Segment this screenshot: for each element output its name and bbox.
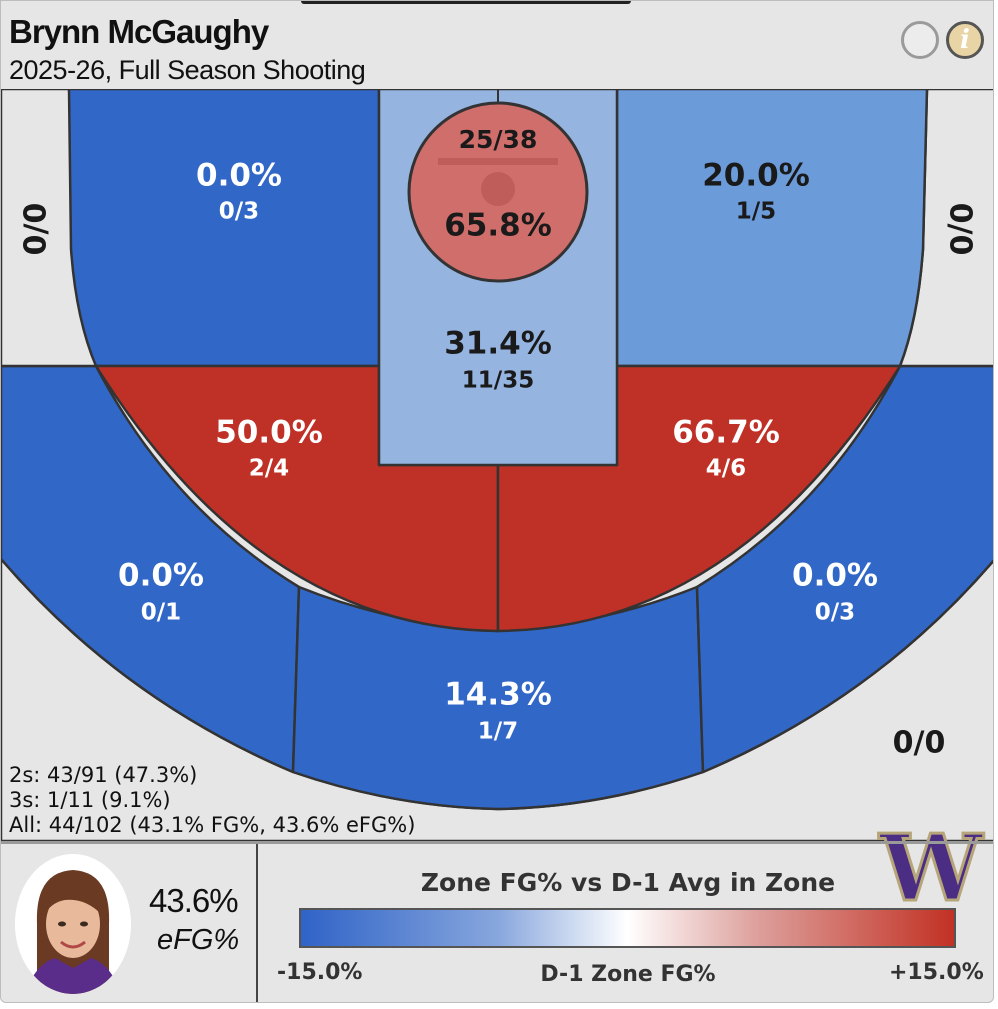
zone-label-backcourt: 0/0 [893, 726, 946, 761]
shooting-summary: 2s: 43/91 (47.3%) 3s: 1/11 (9.1%) All: 4… [9, 763, 415, 838]
all-summary: All: 44/102 (43.1% FG%, 43.6% eFG%) [9, 813, 416, 837]
legend-color-bar [299, 908, 956, 948]
header: Brynn McGaughy 2025-26, Full Season Shoo… [1, 1, 993, 89]
efg-label: eFG% [157, 924, 240, 956]
zone-pct-right-wing-midrange: 20.0% [702, 158, 810, 194]
toggle-button[interactable] [901, 21, 939, 59]
zone-right-wing-midrange [615, 89, 929, 368]
top-bar [301, 1, 631, 4]
footer-panel: 43.6% eFG% Zone FG% vs D-1 Avg in Zone -… [1, 841, 993, 1002]
season-label: 2025-26, Full Season Shooting [9, 55, 366, 85]
zone-left-wing-midrange [67, 89, 381, 368]
zone-label-right-wing-three: 0.0% 0/3 [792, 558, 878, 626]
zone-pct-paint: 31.4% [444, 326, 552, 362]
player-name: Brynn McGaughy [9, 13, 269, 50]
zone-label-left-elbow-midrange: 50.0% 2/4 [215, 415, 323, 482]
twos-summary: 2s: 43/91 (47.3%) [9, 763, 198, 787]
zone-right-wing-three [695, 364, 993, 774]
zone-pct-top-of-key-three: 14.3% [444, 677, 552, 713]
court-chart: 0/0 0.0% 0/1 14.3% 1/7 0.0% 0/3 0/0 0/0 0.0% 0/3 20… [1, 89, 993, 910]
zone-fraction-paint: 11/35 [462, 368, 534, 394]
legend-mid-label: D-1 Zone FG% [540, 962, 716, 987]
zone-label-left-wing-midrange: 0.0% 0/3 [196, 158, 282, 225]
zone-fraction-left-elbow-midrange: 2/4 [249, 456, 289, 482]
legend-max-label: +15.0% [889, 960, 984, 985]
zone-label-rim: 25/38 65.8% [444, 125, 552, 244]
zone-fraction-left-wing-three: 0/1 [141, 600, 181, 626]
zone-label-left-corner-three: 0/0 [19, 203, 54, 256]
zone-fraction-top-of-key-three: 1/7 [478, 719, 518, 745]
zone-pct-right-wing-three: 0.0% [792, 558, 878, 594]
hoop-mark [481, 172, 515, 206]
court-svg: 0/0 0.0% 0/1 14.3% 1/7 0.0% 0/3 0/0 0/0 0.0% 0/3 20… [1, 89, 993, 841]
zone-pct-left-wing-midrange: 0.0% [196, 158, 282, 194]
zone-value-right-corner-three: 0/0 [943, 203, 978, 256]
player-avatar [15, 854, 131, 994]
divider [256, 844, 258, 1002]
zone-value-left-corner-three: 0/0 [19, 203, 54, 256]
backboard-mark [438, 158, 558, 165]
zone-label-right-corner-three: 0/0 [943, 203, 978, 256]
zone-fraction-right-wing-midrange: 1/5 [736, 199, 776, 225]
team-logo: W [871, 824, 991, 910]
zone-right-elbow-midrange [496, 364, 902, 633]
logo-letter: W [878, 824, 984, 910]
zone-pct-rim: 65.8% [444, 208, 552, 244]
zone-fraction-right-elbow-midrange: 4/6 [706, 456, 746, 482]
efg-value: 43.6% [149, 882, 239, 919]
zone-label-right-elbow-midrange: 66.7% 4/6 [672, 415, 780, 482]
zone-pct-left-elbow-midrange: 50.0% [215, 415, 323, 451]
zone-pct-left-wing-three: 0.0% [118, 558, 204, 594]
zone-fraction-right-wing-three: 0/3 [815, 600, 855, 626]
zone-fraction-rim: 25/38 [459, 125, 538, 154]
legend-min-label: -15.0% [277, 960, 363, 985]
zone-fraction-left-wing-midrange: 0/3 [219, 199, 259, 225]
zone-value-backcourt: 0/0 [893, 726, 946, 761]
zone-label-top-of-key-three: 14.3% 1/7 [444, 677, 552, 745]
zone-label-left-wing-three: 0.0% 0/1 [118, 558, 204, 626]
info-icon[interactable]: i [946, 21, 984, 59]
zone-pct-right-elbow-midrange: 66.7% [672, 415, 780, 451]
zone-label-right-wing-midrange: 20.0% 1/5 [702, 158, 810, 225]
legend-title: Zone FG% vs D-1 Avg in Zone [420, 868, 836, 897]
zone-label-paint: 31.4% 11/35 [444, 326, 552, 394]
threes-summary: 3s: 1/11 (9.1%) [9, 788, 171, 812]
